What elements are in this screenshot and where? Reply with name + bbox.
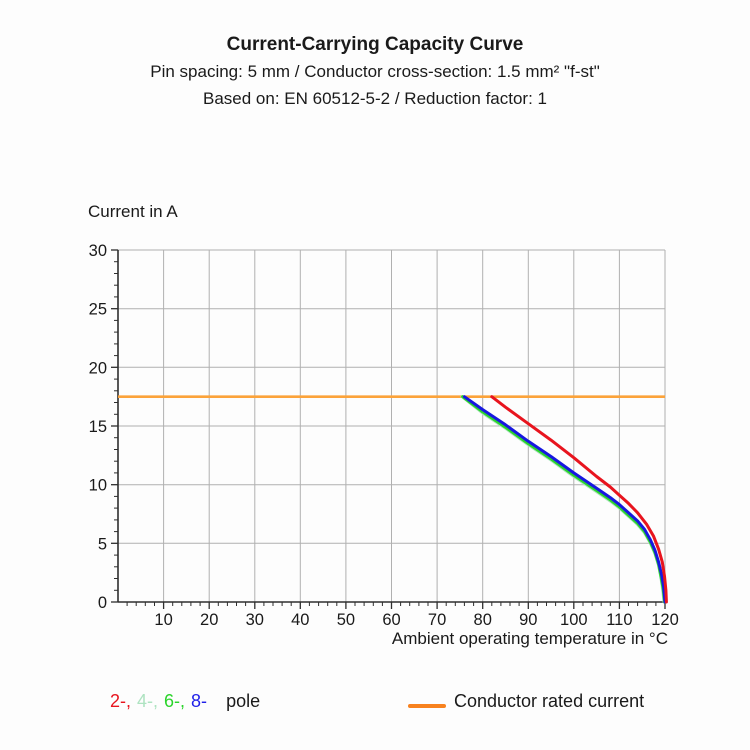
x-tick-label: 100 (560, 611, 588, 629)
x-tick-label: 60 (382, 611, 400, 629)
chart-subtitle-standard: Based on: EN 60512-5-2 / Reduction facto… (203, 89, 547, 108)
chart-title: Current-Carrying Capacity Curve (226, 34, 524, 55)
y-tick-label: 20 (89, 359, 107, 377)
y-tick-label: 25 (89, 301, 107, 319)
x-tick-label: 70 (428, 611, 446, 629)
x-axis-title: Ambient operating temperature in °C (391, 629, 668, 648)
x-tick-label: 110 (606, 611, 632, 629)
legend-pole-4: 4-, (137, 691, 159, 711)
y-tick-label: 5 (98, 535, 107, 553)
x-tick-label: 50 (337, 611, 355, 629)
y-axis-title: Current in A (88, 202, 178, 221)
y-tick-label: 10 (89, 477, 107, 495)
legend-pole-6: 6-, (164, 691, 186, 711)
y-tick-label: 15 (89, 418, 107, 436)
legend-poles: 2-, 4-, 6-, 8- pole (110, 691, 260, 712)
series-curve-8-pole (462, 395, 667, 604)
chart-subtitle-spec: Pin spacing: 5 mm / Conductor cross-sect… (150, 62, 600, 81)
series-curve-2-pole (490, 395, 668, 604)
x-tick-label: 40 (291, 611, 309, 629)
series-curve-6-pole (461, 395, 666, 604)
rated-current-swatch (408, 704, 446, 708)
legend-pole-8: 8- (191, 691, 208, 711)
legend-pole-items: 2-, 4-, 6-, 8- (110, 691, 213, 711)
x-tick-label: 30 (246, 611, 264, 629)
legend-pole-2: 2-, (110, 691, 132, 711)
x-tick-label: 10 (154, 611, 172, 629)
x-tick-label: 20 (200, 611, 218, 629)
chart-canvas: 10 20 30 40 50 60 70 80 90 100 110 120 0 5 10 15 20 25 30 (89, 242, 679, 629)
rated-current-label: Conductor rated current (454, 691, 645, 711)
legend-pole-word: pole (226, 691, 261, 711)
y-tick-label: 30 (89, 242, 107, 260)
x-tick-label: 80 (474, 611, 492, 629)
series-curve-4-pole (460, 395, 666, 604)
x-tick-label: 90 (519, 611, 537, 629)
chart-header: Current-Carrying Capacity Curve Pin spac… (0, 31, 750, 112)
x-tick-label: 120 (651, 611, 679, 629)
y-tick-label: 0 (98, 594, 107, 612)
